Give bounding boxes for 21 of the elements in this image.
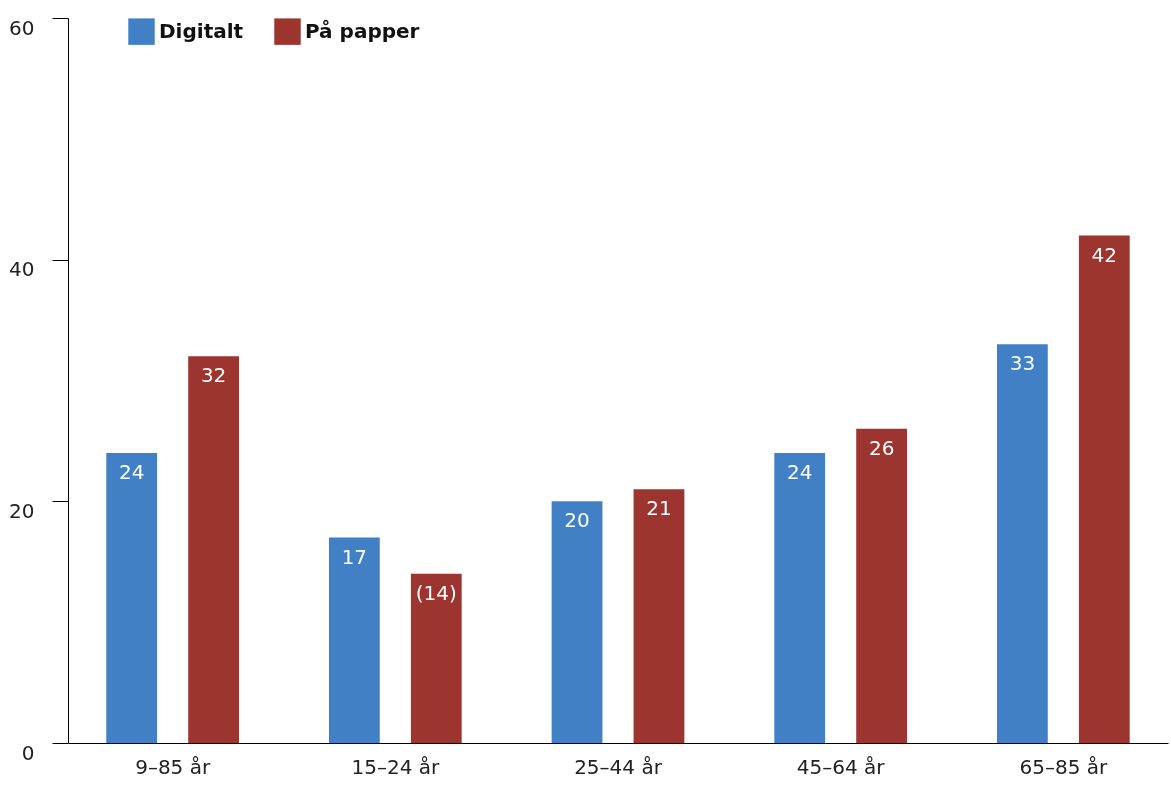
data-label: 24	[786, 460, 813, 484]
data-label: 26	[868, 435, 895, 460]
x-tick-label: 25–44 år	[574, 754, 663, 779]
data-label: 33	[1009, 351, 1036, 376]
data-label: 20	[564, 508, 590, 533]
x-tick-label: 45–64 år	[796, 754, 886, 779]
legend-label: På papper	[305, 18, 420, 43]
data-label: 21	[646, 496, 672, 521]
y-tick-label: 60	[9, 15, 35, 40]
data-label: 42	[1091, 242, 1118, 267]
data-label: 17	[341, 544, 368, 569]
x-tick-label: 65–85 år	[1019, 754, 1108, 779]
data-label: (14)	[415, 580, 457, 605]
data-label: 32	[200, 363, 227, 388]
x-tick-label: 9–85 år	[135, 754, 211, 779]
x-tick-label: 15–24 år	[351, 754, 440, 779]
legend-label: Digitalt	[159, 18, 244, 43]
y-tick-label: 0	[21, 740, 35, 765]
y-tick-label: 40	[9, 257, 35, 282]
y-tick-label: 20	[9, 498, 35, 523]
data-label: 24	[118, 460, 145, 484]
